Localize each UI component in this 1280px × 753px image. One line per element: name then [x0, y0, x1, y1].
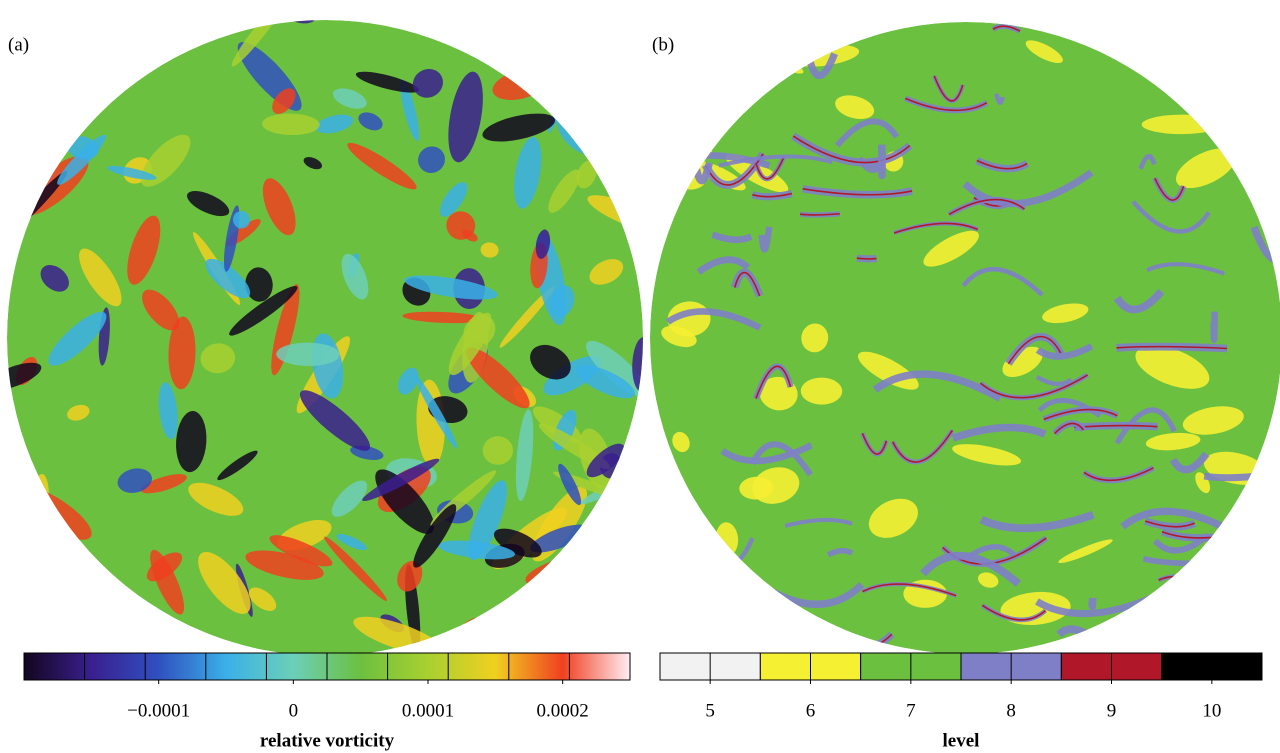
filament	[1191, 643, 1270, 646]
vortex	[81, 38, 127, 66]
vortex	[570, 29, 604, 77]
tick-label: 9	[1107, 700, 1117, 721]
filament	[767, 626, 816, 653]
tick-label: 6	[806, 700, 816, 721]
sphere-b	[560, 22, 1280, 663]
vortex	[0, 124, 20, 193]
filament	[1191, 643, 1270, 646]
vortex	[102, 0, 159, 74]
panel-label: (b)	[652, 34, 674, 55]
tick-label: 0	[289, 700, 299, 721]
filament	[1254, 619, 1280, 640]
vortex	[637, 45, 646, 86]
vortex	[80, 55, 149, 80]
vortex	[597, 0, 641, 69]
colorbar-label: level	[943, 730, 980, 751]
filament	[674, 534, 675, 564]
filament	[599, 80, 680, 98]
vortex	[590, 41, 624, 71]
vortex	[88, 600, 117, 621]
sphere-a	[0, 0, 676, 680]
filament	[1254, 619, 1280, 640]
filament	[614, 494, 691, 515]
tick-label: 0.0002	[537, 700, 589, 721]
filament	[598, 102, 717, 106]
filament	[707, 36, 830, 59]
tick-label: 7	[906, 700, 916, 721]
patch	[1211, 576, 1279, 605]
filament	[645, 628, 747, 648]
vortex	[93, 625, 155, 651]
vortex	[0, 593, 23, 622]
tick-label: 5	[705, 700, 715, 721]
filament	[674, 534, 675, 564]
tick-label: 10	[1202, 700, 1221, 721]
filament	[598, 102, 717, 106]
patch	[765, 52, 805, 77]
vortex	[565, 541, 612, 588]
filament	[1092, 598, 1093, 607]
vortex	[23, 67, 97, 108]
vortex	[569, 14, 658, 71]
filament	[767, 626, 816, 653]
filament	[1214, 312, 1215, 340]
filament	[645, 628, 747, 648]
vortex	[107, 6, 161, 71]
filament	[857, 258, 877, 259]
vortex	[615, 141, 649, 155]
figure: (a) (b) −0.0001 0 0.0001 0.0002 relative vor…	[0, 0, 1280, 753]
vortex	[520, 624, 540, 639]
vortex	[605, 48, 626, 81]
vortex	[23, 93, 34, 118]
tick-label: 8	[1006, 700, 1016, 721]
vortex	[0, 536, 21, 569]
patch	[649, 150, 697, 190]
filament	[1204, 475, 1267, 478]
filament	[614, 494, 691, 515]
vortex	[25, 35, 94, 125]
vortex	[483, 436, 513, 465]
vortex	[0, 163, 26, 190]
filament	[574, 573, 665, 579]
vortex	[103, 16, 161, 58]
colorbar-label: relative vorticity	[260, 730, 395, 751]
filament	[690, 30, 758, 47]
vortex	[29, 50, 85, 115]
tick-label: 0.0001	[402, 700, 454, 721]
vortex	[57, 569, 94, 643]
tick-label: −0.0001	[127, 700, 190, 721]
patch	[801, 377, 843, 404]
vortex	[80, 82, 104, 104]
filament	[1135, 625, 1209, 647]
vortex	[557, 28, 613, 75]
panel-label: (a)	[8, 34, 29, 55]
patch	[818, 627, 848, 651]
